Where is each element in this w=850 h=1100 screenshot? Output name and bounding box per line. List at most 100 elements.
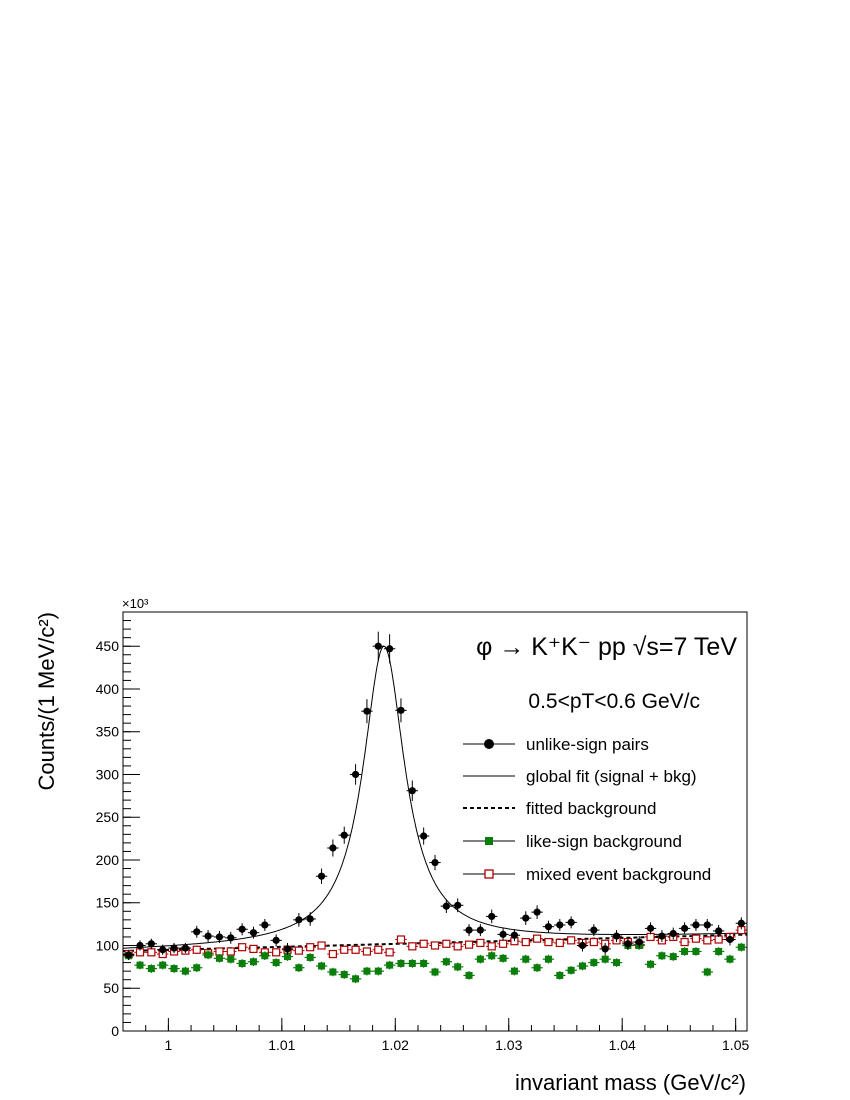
unlike-sign-point [590, 926, 598, 934]
mixed-event-point [385, 948, 394, 957]
y-tick-label: 150 [96, 895, 120, 911]
unlike-sign-point [408, 787, 416, 795]
unlike-sign-point [374, 642, 382, 650]
unlike-sign-point [703, 921, 711, 929]
unlike-sign-point [726, 935, 734, 944]
unlike-sign-point [646, 924, 655, 932]
unlike-sign-point [669, 929, 677, 938]
like-sign-point [318, 962, 326, 970]
like-sign-point [147, 965, 155, 973]
unlike-sign-point [249, 929, 258, 937]
unlike-sign-point [533, 908, 541, 916]
mixed-event-point [306, 943, 315, 952]
like-sign-point [238, 959, 246, 967]
axis-layer: 1 1.01 1.02 1.03 1.04 1.05 0 50 100 150 200 250 300 3… [96, 611, 749, 1053]
like-sign-point [578, 962, 586, 970]
legend-entry-fitted-background: fitted background [463, 799, 656, 818]
like-sign-point [352, 975, 360, 983]
mixed-event-point [487, 942, 496, 951]
annotation-title: φ → K⁺K⁻ pp √s=7 TeV [476, 633, 737, 661]
legend-swatch-like-sign-marker [485, 837, 493, 845]
mixed-event-point [328, 949, 337, 959]
like-sign-point [420, 959, 428, 967]
like-sign-point [613, 959, 621, 967]
unlike-sign-point [578, 941, 587, 950]
unlike-sign-point [420, 832, 428, 840]
mixed-event-point [374, 945, 383, 954]
unlike-sign-point [692, 921, 700, 929]
unlike-sign-point [147, 940, 155, 948]
mixed-event-point [589, 937, 598, 947]
mixed-event-point [362, 947, 372, 956]
unlike-sign-point [499, 930, 507, 938]
unlike-sign-point [397, 706, 405, 714]
unlike-sign-point [295, 916, 303, 924]
unlike-sign-point [658, 932, 666, 940]
mixed-event-point [272, 948, 281, 957]
like-sign-point [215, 954, 223, 962]
unlike-sign-point [306, 915, 314, 923]
y-tick-label: 250 [96, 809, 120, 825]
unlike-sign-point [544, 923, 553, 931]
y-multiplier: ×10³ [122, 596, 149, 611]
like-sign-point [601, 955, 609, 963]
mixed-event-point [351, 945, 360, 954]
like-sign-point [488, 952, 496, 960]
x-tick-label: 1.04 [609, 1037, 636, 1053]
unlike-sign-point [681, 924, 689, 932]
mixed-event-point [521, 937, 530, 947]
like-sign-point [703, 968, 711, 976]
unlike-sign-point [136, 941, 144, 950]
unlike-sign-point [181, 944, 189, 952]
mixed-event-point [294, 946, 303, 955]
like-sign-point [590, 959, 598, 967]
mixed-event-point [567, 936, 576, 945]
mixed-event-point [238, 943, 247, 952]
mixed-event-point [340, 945, 349, 954]
x-tick-label: 1.03 [495, 1037, 522, 1053]
like-sign-point [465, 971, 473, 979]
unlike-sign-point [329, 844, 337, 852]
like-sign-point [181, 967, 189, 975]
fitted-background-curve [123, 933, 747, 952]
mixed-event-point [555, 938, 564, 948]
like-sign-point [408, 959, 416, 967]
mixed-event-point [714, 935, 723, 944]
mixed-event-point [396, 935, 406, 944]
like-sign-point [658, 952, 666, 960]
legend-label-like-sign: like-sign background [526, 832, 682, 851]
like-sign-point [397, 959, 405, 967]
mixed-event-point [317, 941, 326, 950]
like-sign-point [556, 971, 564, 979]
legend-swatch-unlike-sign-marker [484, 739, 494, 749]
y-tick-label: 300 [96, 766, 120, 782]
unlike-sign-point [522, 914, 530, 922]
mixed-event-point [249, 944, 258, 954]
like-sign-point [681, 947, 689, 955]
like-sign-point [295, 964, 303, 972]
unlike-sign-point [193, 928, 201, 936]
mixed-event-point [453, 942, 462, 951]
like-sign-point [170, 965, 178, 973]
mixed-event-point [498, 939, 508, 948]
mixed-event-point [442, 939, 451, 948]
like-sign-point [306, 953, 314, 961]
mixed-event-point [226, 947, 235, 956]
unlike-sign-point [635, 938, 643, 946]
y-tick-label: 350 [96, 724, 120, 740]
like-sign-point [522, 955, 530, 963]
like-sign-point [340, 971, 348, 979]
like-sign-point [715, 947, 723, 955]
unlike-sign-point [476, 926, 484, 934]
like-sign-point [284, 953, 292, 961]
mixed-event-point [147, 948, 156, 957]
like-sign-point [669, 953, 677, 961]
mixed-event-point [419, 939, 428, 948]
legend-swatch-mixed-event-marker [484, 869, 494, 879]
plot-layer [123, 631, 747, 984]
unlike-sign-point [386, 645, 394, 653]
like-sign-point [647, 960, 655, 968]
legend-entry-mixed-event: mixed event background [463, 865, 711, 884]
like-sign-point [136, 961, 144, 969]
unlike-sign-point [125, 951, 133, 959]
